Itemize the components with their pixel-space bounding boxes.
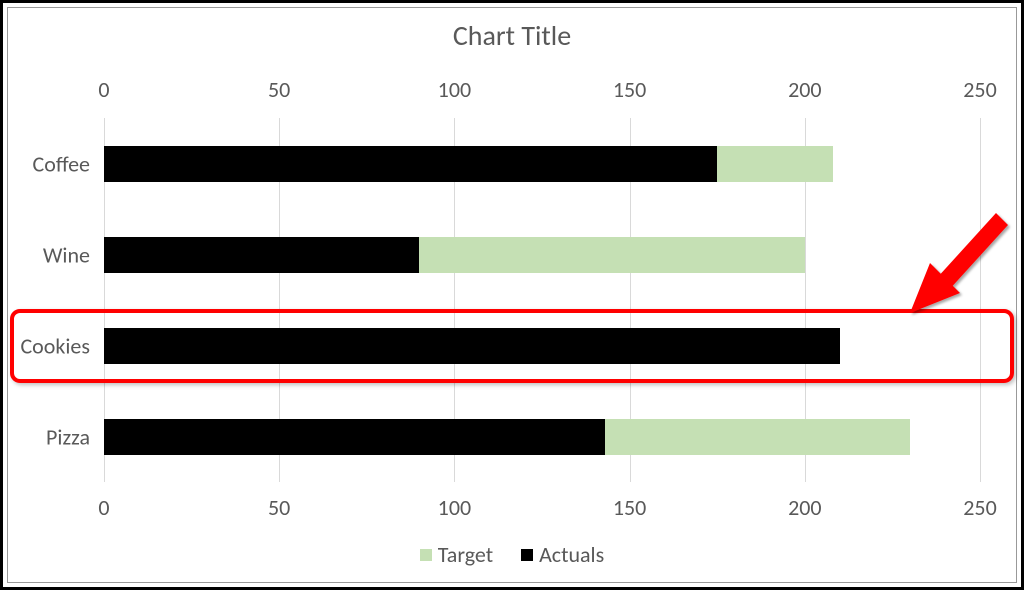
x-tick-label: 100: [438, 76, 471, 103]
bar-actual: [104, 419, 605, 455]
bar-group: [104, 146, 980, 182]
x-tick-label: 150: [613, 76, 646, 103]
y-category-label: Coffee: [32, 150, 90, 177]
legend-item: Target: [420, 541, 493, 568]
x-tick-label: 200: [788, 494, 821, 521]
x-tick-label: 250: [963, 76, 996, 103]
chart-title: Chart Title: [8, 8, 1016, 59]
bar-actual: [104, 328, 840, 364]
x-tick-label: 50: [268, 494, 290, 521]
y-category-label: Pizza: [46, 423, 90, 450]
x-axis-bottom: 050100150200250: [104, 494, 980, 522]
bar-group: [104, 328, 980, 364]
chart-inner: Chart Title 050100150200250 CoffeeWineCo…: [7, 7, 1017, 583]
plot-area: [104, 118, 980, 482]
legend-label: Target: [438, 541, 493, 568]
bar-actual: [104, 237, 419, 273]
chart-container: Chart Title 050100150200250 CoffeeWineCo…: [0, 0, 1024, 590]
legend-item: Actuals: [521, 541, 604, 568]
legend: Target Actuals: [8, 541, 1016, 568]
x-tick-label: 200: [788, 76, 821, 103]
x-tick-label: 150: [613, 494, 646, 521]
x-tick-label: 0: [98, 76, 109, 103]
x-tick-label: 250: [963, 494, 996, 521]
bar-group: [104, 237, 980, 273]
gridline: [980, 118, 981, 482]
bar-actual: [104, 146, 717, 182]
legend-swatch: [521, 549, 533, 561]
x-tick-label: 50: [268, 76, 290, 103]
y-category-label: Cookies: [20, 332, 90, 359]
legend-swatch: [420, 549, 432, 561]
x-tick-label: 0: [98, 494, 109, 521]
y-category-label: Wine: [43, 241, 90, 268]
legend-label: Actuals: [539, 541, 604, 568]
y-axis-labels: Coffee Wine Cookies Pizza: [8, 118, 98, 482]
x-tick-label: 100: [438, 494, 471, 521]
x-axis-top: 050100150200250: [104, 76, 980, 104]
bar-group: [104, 419, 980, 455]
